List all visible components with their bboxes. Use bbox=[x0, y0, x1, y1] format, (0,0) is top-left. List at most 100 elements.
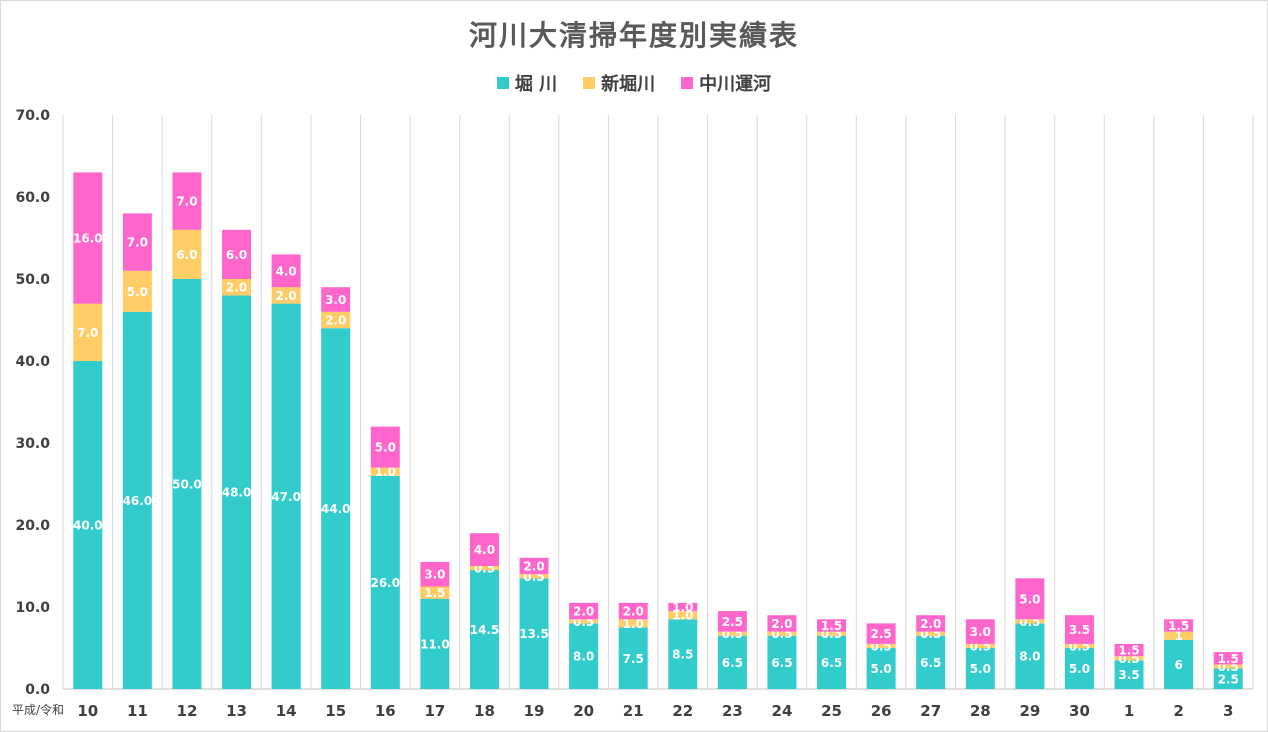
bar-segment-1 bbox=[618, 627, 648, 689]
y-tick-label: 0.0 bbox=[25, 682, 50, 698]
bar-segment-2 bbox=[1114, 656, 1144, 661]
bar-segment-1 bbox=[1114, 660, 1144, 689]
bar-segment-1 bbox=[172, 279, 202, 689]
bar-segment-3 bbox=[569, 602, 599, 620]
data-label: 8.5 bbox=[672, 648, 693, 662]
data-label: 1.5 bbox=[1168, 619, 1189, 633]
x-tick-label: 22 bbox=[672, 702, 693, 720]
bar-segment-2 bbox=[1064, 643, 1094, 648]
bar-segment-1 bbox=[965, 648, 995, 689]
data-label: 1.0 bbox=[375, 465, 396, 479]
bar-segment-2 bbox=[122, 270, 152, 312]
x-tick-label: 17 bbox=[424, 702, 445, 720]
data-label: 5.0 bbox=[127, 285, 148, 299]
bar-segment-3 bbox=[321, 287, 351, 312]
bar-segment-2 bbox=[222, 279, 252, 296]
x-tick-label: 10 bbox=[77, 702, 98, 720]
bar-segment-1 bbox=[222, 295, 252, 689]
bar-segment-2 bbox=[420, 586, 450, 599]
data-label: 8.0 bbox=[573, 650, 594, 664]
bar-segment-3 bbox=[222, 229, 252, 279]
data-label: 2.5 bbox=[870, 627, 891, 641]
data-label: 1.0 bbox=[672, 609, 693, 623]
bar-segment-2 bbox=[370, 467, 400, 476]
data-label: 7.0 bbox=[176, 195, 197, 209]
x-tick-label: 20 bbox=[573, 702, 594, 720]
x-tick-label: 29 bbox=[1019, 702, 1040, 720]
bar-segment-1 bbox=[916, 635, 946, 689]
data-label: 8.0 bbox=[1019, 650, 1040, 664]
x-tick-label: 21 bbox=[623, 702, 644, 720]
data-label: 2.0 bbox=[523, 560, 544, 574]
legend-swatch-nakagawa-canal bbox=[681, 77, 694, 89]
data-label: 3.5 bbox=[1069, 623, 1090, 637]
bar-segment-1 bbox=[321, 328, 351, 689]
bar-segment-2 bbox=[1164, 631, 1194, 640]
data-label: 40.0 bbox=[73, 519, 103, 533]
data-label: 2.0 bbox=[226, 281, 247, 295]
bar-segment-3 bbox=[420, 561, 450, 587]
bar-segment-3 bbox=[866, 623, 896, 644]
bar-segment-2 bbox=[965, 643, 995, 648]
data-label: 5.0 bbox=[375, 441, 396, 455]
bar-segment-3 bbox=[1213, 652, 1243, 665]
bar-segment-2 bbox=[569, 619, 599, 624]
bar-segment-3 bbox=[618, 602, 648, 620]
data-label: 14.5 bbox=[470, 623, 500, 637]
legend-swatch-horikawa bbox=[496, 77, 509, 89]
data-label: 1.0 bbox=[623, 617, 644, 631]
bar-segment-3 bbox=[767, 615, 797, 632]
bar-segment-3 bbox=[817, 619, 847, 632]
x-tick-label: 13 bbox=[226, 702, 247, 720]
bar-segment-3 bbox=[1164, 619, 1194, 632]
y-tick-label: 50.0 bbox=[15, 272, 50, 288]
data-label: 2.0 bbox=[920, 617, 941, 631]
x-tick-label: 27 bbox=[920, 702, 941, 720]
data-label: 5.0 bbox=[970, 662, 991, 676]
data-label: 2.0 bbox=[573, 605, 594, 619]
data-label: 13.5 bbox=[519, 627, 549, 641]
bar-segment-1 bbox=[668, 619, 698, 689]
bar-segment-1 bbox=[420, 598, 450, 689]
data-label: 5.0 bbox=[1069, 662, 1090, 676]
bar-segment-3 bbox=[668, 602, 698, 612]
data-label: 3.5 bbox=[1118, 668, 1139, 682]
y-tick-label: 60.0 bbox=[15, 190, 50, 206]
data-label: 1.5 bbox=[821, 619, 842, 633]
bar-segment-3 bbox=[916, 615, 946, 632]
bar-segment-1 bbox=[1213, 668, 1243, 689]
bar-segment-1 bbox=[767, 635, 797, 689]
data-label: 2.0 bbox=[325, 314, 346, 328]
bar-segment-2 bbox=[817, 631, 847, 636]
bar-segment-2 bbox=[1015, 619, 1045, 624]
bar-segment-3 bbox=[1114, 643, 1144, 657]
data-label: 7.0 bbox=[77, 326, 98, 340]
data-label: 26.0 bbox=[370, 576, 400, 590]
data-label: 2.0 bbox=[771, 617, 792, 631]
legend-label-horikawa: 堀 川 bbox=[514, 74, 558, 95]
legend: 堀 川 新堀川 中川運河 bbox=[0, 70, 1268, 96]
bar-segment-3 bbox=[965, 619, 995, 644]
y-tick-label: 70.0 bbox=[15, 108, 50, 124]
data-label: 5.0 bbox=[1019, 592, 1040, 606]
data-label: 1.5 bbox=[1218, 652, 1239, 666]
legend-item-nakagawa-canal: 中川運河 bbox=[681, 70, 771, 96]
bar-segment-3 bbox=[122, 213, 152, 271]
bar-segment-1 bbox=[866, 648, 896, 689]
data-label: 3.0 bbox=[970, 625, 991, 639]
bar-segment-2 bbox=[271, 287, 301, 304]
data-label: 3.0 bbox=[424, 568, 445, 582]
x-axis-era-label: 平成/令和 bbox=[12, 702, 64, 717]
bar-segment-2 bbox=[866, 643, 896, 648]
bar-segment-3 bbox=[469, 533, 499, 566]
data-label: 2.0 bbox=[275, 289, 296, 303]
x-tick-label: 19 bbox=[524, 702, 545, 720]
bar-segment-1 bbox=[469, 570, 499, 689]
bar-segment-1 bbox=[817, 635, 847, 689]
bar-segment-1 bbox=[1164, 639, 1194, 689]
data-label: 2.0 bbox=[623, 605, 644, 619]
bar-segment-2 bbox=[519, 574, 549, 579]
bar-segment-3 bbox=[1015, 578, 1045, 620]
bar-segment-3 bbox=[519, 557, 549, 575]
